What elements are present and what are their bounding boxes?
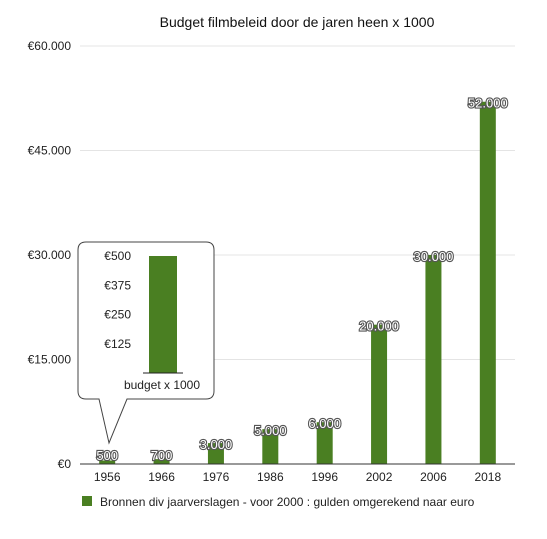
inset-tick-label: €375 (104, 278, 131, 292)
bar (371, 324, 388, 464)
data-label: 30.000 (414, 249, 454, 264)
x-tick-label: 2018 (474, 470, 501, 484)
inset-bar (149, 256, 177, 373)
data-label: 5.000 (254, 423, 287, 438)
inset-tick-label: €125 (104, 337, 131, 351)
y-tick-label: €30.000 (28, 248, 72, 262)
x-tick-label: 1986 (257, 470, 284, 484)
inset-tick-label: €500 (104, 249, 131, 263)
x-tick-label: 1966 (148, 470, 175, 484)
y-tick-label: €60.000 (28, 39, 72, 53)
data-labels: 500 700 3.000 5.000 6.000 20.000 30.000 52.000 (95, 95, 509, 464)
bar (207, 443, 224, 464)
legend-label: Bronnen div jaarverslagen - voor 2000 : … (100, 495, 475, 509)
data-label: 20.000 (359, 319, 399, 334)
bars (99, 101, 496, 464)
y-tick-label: €45.000 (28, 144, 72, 158)
inset-y-ticks: €125 €250 €375 €500 (104, 249, 131, 351)
data-label: 500 (96, 448, 118, 463)
callout-bubble (77, 241, 215, 445)
chart-title: Budget filmbeleid door de jaren heen x 1… (160, 14, 435, 30)
bar (99, 460, 116, 464)
x-tick-label: 2006 (420, 470, 447, 484)
x-tick-label: 2002 (366, 470, 393, 484)
x-tick-label: 1996 (311, 470, 338, 484)
data-label: 3.000 (200, 437, 233, 452)
x-axis-ticks: 1956 1966 1976 1986 1996 2002 2006 2018 (94, 470, 502, 484)
data-label: 6.000 (308, 416, 341, 431)
x-tick-label: 1976 (203, 470, 230, 484)
y-tick-label: €15.000 (28, 353, 72, 367)
bar (262, 429, 279, 464)
inset-callout: €125 €250 €375 €500 budget x 1000 (77, 241, 215, 445)
x-tick-label: 1956 (94, 470, 121, 484)
data-label: 700 (151, 448, 173, 463)
legend-swatch (82, 496, 92, 506)
inset-tick-label: €250 (104, 308, 131, 322)
bar (479, 101, 496, 464)
inset-xlabel: budget x 1000 (124, 378, 200, 392)
y-axis-ticks: €0 €15.000 €30.000 €45.000 €60.000 (28, 39, 72, 471)
bar (316, 422, 333, 464)
bar (425, 255, 442, 464)
data-label: 52.000 (468, 96, 508, 111)
bar (153, 459, 170, 464)
y-tick-label: €0 (58, 457, 72, 471)
